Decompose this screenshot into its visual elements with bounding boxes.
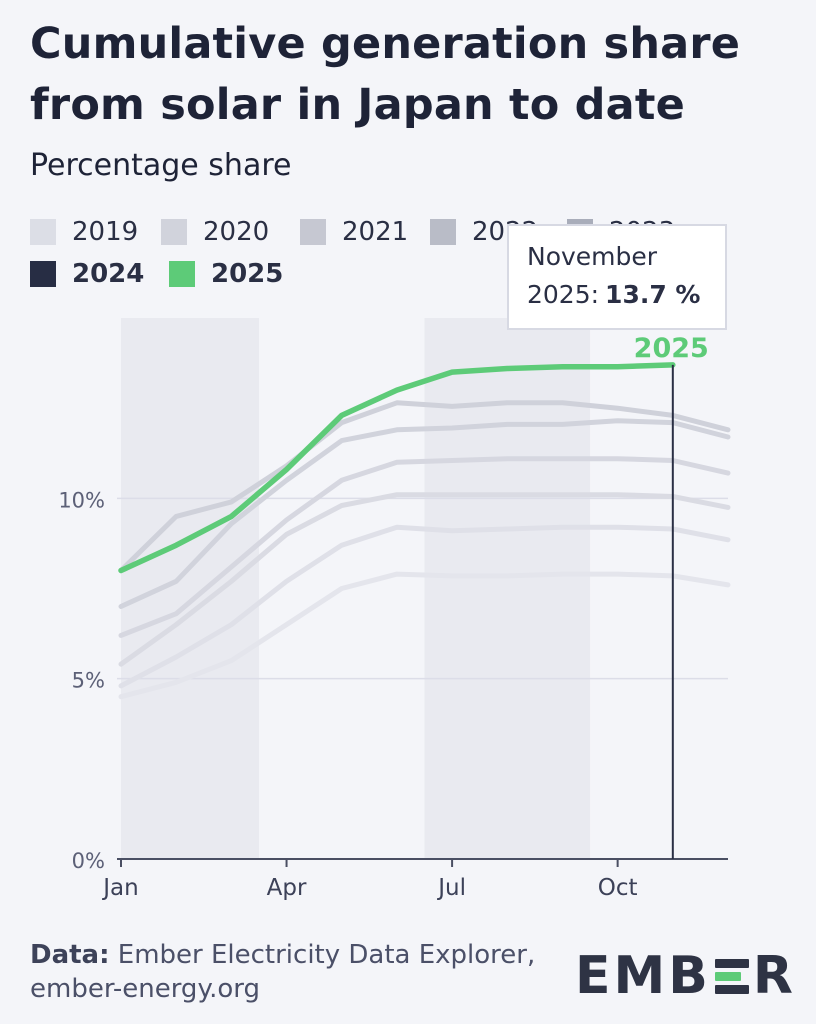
legend-swatch xyxy=(169,261,195,287)
x-tick-label: Apr xyxy=(267,875,307,901)
legend-item-2021[interactable]: 2021 xyxy=(300,212,408,252)
series-line-2020 xyxy=(118,524,731,689)
legend-item-2024[interactable]: 2024 xyxy=(30,254,144,294)
legend-swatch xyxy=(300,219,326,245)
line-chart: 0% 5% 10% Jan Apr Jul Oct 2025 xyxy=(58,318,731,901)
legend-item-2025[interactable]: 2025 xyxy=(169,254,283,294)
quarter-bands xyxy=(121,318,591,859)
x-tick-label: Jan xyxy=(101,875,138,901)
y-tick-label: 0% xyxy=(72,849,105,873)
series-line-2019 xyxy=(118,571,731,700)
logo-letters-a: EMB xyxy=(575,946,711,1006)
quarter-band xyxy=(424,318,591,859)
x-tick-label: Oct xyxy=(598,875,638,901)
grid-lines: 0% 5% 10% xyxy=(58,488,728,873)
series-line-2023 xyxy=(118,418,731,609)
chart-subtitle: Percentage share xyxy=(30,148,292,183)
legend-item-2019[interactable]: 2019 xyxy=(30,212,138,252)
legend-swatch xyxy=(430,219,456,245)
series-end-label: 2025 xyxy=(634,333,709,364)
hover-marker: 2025 xyxy=(634,333,709,859)
tooltip-year: 2025: xyxy=(527,280,600,309)
series-line-2024 xyxy=(118,400,731,573)
tooltip: November 2025: 13.7 % xyxy=(507,224,727,330)
tooltip-value-row: 2025: 13.7 % xyxy=(527,276,707,314)
tooltip-value: 13.7 % xyxy=(605,280,701,309)
data-source: Data: Ember Electricity Data Explorer, e… xyxy=(30,938,590,1006)
legend-item-2020[interactable]: 2020 xyxy=(161,212,269,252)
legend-swatch xyxy=(161,219,187,245)
legend-swatch xyxy=(30,219,56,245)
y-tick-label: 10% xyxy=(58,488,105,512)
chart-title: Cumulative generation share from solar i… xyxy=(30,19,741,130)
ember-logo: EMB R xyxy=(575,946,796,1006)
legend-label: 2020 xyxy=(203,217,270,247)
source-text: Ember Electricity Data Explorer, ember-e… xyxy=(30,940,536,1004)
legend-label: 2019 xyxy=(72,217,139,247)
legend-swatch xyxy=(30,261,56,287)
logo-e-mark xyxy=(714,955,749,997)
tooltip-period: November xyxy=(527,242,658,271)
source-label: Data: xyxy=(30,940,110,970)
quarter-band xyxy=(121,318,259,859)
series-line-2022 xyxy=(118,456,731,638)
x-tick-label: Jul xyxy=(436,875,466,901)
legend-label: 2021 xyxy=(342,217,409,247)
series-line-2025 xyxy=(118,362,676,574)
legend-label: 2024 xyxy=(72,259,145,289)
y-tick-label: 5% xyxy=(72,669,105,693)
x-axis: Jan Apr Jul Oct xyxy=(101,858,728,901)
logo-letters-b: R xyxy=(752,946,796,1006)
legend-label: 2025 xyxy=(211,259,284,289)
series-line-2021 xyxy=(118,492,731,667)
series-lines xyxy=(118,362,731,700)
